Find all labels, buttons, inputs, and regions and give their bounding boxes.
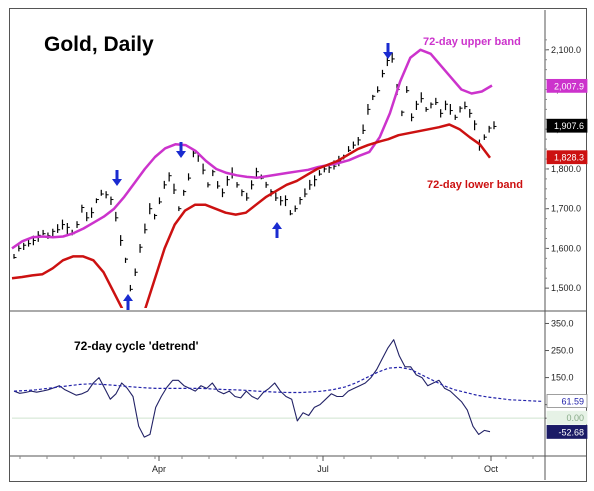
detrend-value-badge-bg	[546, 394, 588, 408]
price-chart-title: Gold, Daily	[44, 33, 154, 56]
lower-band-label: 72-day lower band	[427, 179, 523, 191]
price-tick-label: 1,500.0	[551, 283, 581, 293]
cycle-arrows	[112, 43, 393, 310]
arrow-head	[112, 179, 122, 186]
bands-group	[11, 48, 493, 308]
price-value-badge-bg	[546, 118, 588, 133]
x-tick-label: Jul	[317, 464, 329, 474]
detrend-line	[13, 339, 491, 438]
detrend-smooth-line	[13, 366, 544, 402]
upper-band-label: 72-day upper band	[423, 36, 521, 48]
detrend-tick-label: 250.0	[551, 346, 574, 356]
price-tick-label: 2,100.0	[551, 45, 581, 55]
detrend-tick-label: 150.0	[551, 373, 574, 383]
price-value-badge-bg	[546, 78, 588, 93]
arrow-head	[272, 222, 282, 229]
lower-band-line	[11, 123, 491, 308]
arrow-head	[383, 52, 393, 59]
detrend-value-badge-bg	[546, 410, 588, 425]
detrend-value-badge: 0.00	[566, 413, 584, 423]
upper-band-line	[11, 48, 493, 250]
price-value-badge: 1,828.3	[554, 153, 584, 163]
cycle-bottom-arrow-icon	[123, 294, 133, 310]
arrow-head	[176, 151, 186, 158]
x-tick-label: Apr	[152, 464, 166, 474]
price-layer	[11, 48, 497, 308]
detrend-value-badge-bg	[546, 425, 588, 439]
detrend-chart-title: 72-day cycle 'detrend'	[74, 339, 199, 353]
detrend-tick-label: 350.0	[551, 318, 574, 328]
cycle-top-arrow-icon	[112, 170, 122, 186]
axis-layer: 1,500.01,600.01,700.01,800.01,900.02,000…	[10, 10, 588, 480]
price-tick-label: 1,600.0	[551, 243, 581, 253]
cycle-top-arrow-icon	[176, 142, 186, 158]
price-tick-label: 1,700.0	[551, 204, 581, 214]
detrend-value-badge: 61.59	[561, 397, 584, 407]
price-value-badge: 2,007.9	[554, 81, 584, 91]
price-value-badge: 1,907.6	[554, 121, 584, 131]
x-tick-label: Oct	[484, 464, 499, 474]
cycle-top-arrow-icon	[383, 43, 393, 59]
cycle-bottom-arrow-icon	[272, 222, 282, 238]
price-tick-label: 1,800.0	[551, 164, 581, 174]
detrend-value-badge: -52.68	[558, 427, 584, 437]
price-value-badge-bg	[546, 150, 588, 165]
arrow-head	[123, 294, 133, 301]
oscillator-layer	[13, 339, 544, 438]
